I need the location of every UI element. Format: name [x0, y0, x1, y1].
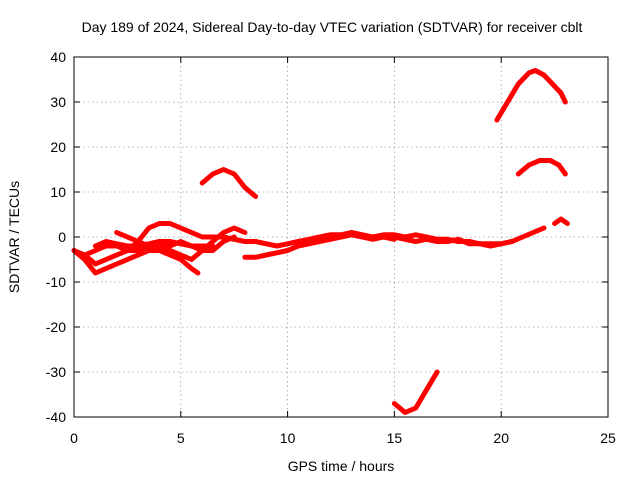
y-tick-label: 0 — [58, 229, 66, 245]
series-arc-d — [114, 225, 248, 262]
series-arc-e — [92, 239, 216, 249]
x-tick-label: 5 — [177, 430, 185, 446]
series-arc-m — [391, 369, 440, 415]
y-tick-label: -10 — [46, 274, 66, 290]
data-series-group — [71, 68, 570, 415]
series-arc-g — [242, 232, 397, 260]
y-tick-label: 30 — [50, 94, 66, 110]
x-tick-label: 20 — [493, 430, 509, 446]
series-arc-k — [515, 158, 568, 177]
series-arc-a — [71, 221, 226, 267]
y-tick-label: 20 — [50, 139, 66, 155]
y-tick-label: 10 — [50, 184, 66, 200]
y-tick-label: 40 — [50, 49, 66, 65]
series-arc-h — [391, 234, 515, 249]
series-arc-b — [71, 248, 201, 276]
series-arc-c — [82, 234, 237, 258]
x-tick-label: 15 — [387, 430, 403, 446]
series-arc-i — [199, 167, 259, 199]
y-axis: -40 -30 -20 -10 0 10 20 30 40 — [46, 49, 608, 425]
y-tick-label: -30 — [46, 364, 66, 380]
x-axis: 0 5 10 15 20 25 — [70, 57, 616, 446]
x-tick-label: 25 — [600, 430, 616, 446]
y-axis-label: SDTVAR / TECUs — [6, 181, 22, 293]
x-axis-label: GPS time / hours — [288, 458, 395, 474]
x-tick-label: 10 — [280, 430, 296, 446]
y-tick-label: -40 — [46, 409, 66, 425]
series-arc-j — [494, 68, 568, 123]
y-tick-label: -20 — [46, 319, 66, 335]
chart-title: Day 189 of 2024, Sidereal Day-to-day VTE… — [82, 19, 583, 35]
x-tick-label: 0 — [70, 430, 78, 446]
series-arc-l — [552, 216, 570, 226]
